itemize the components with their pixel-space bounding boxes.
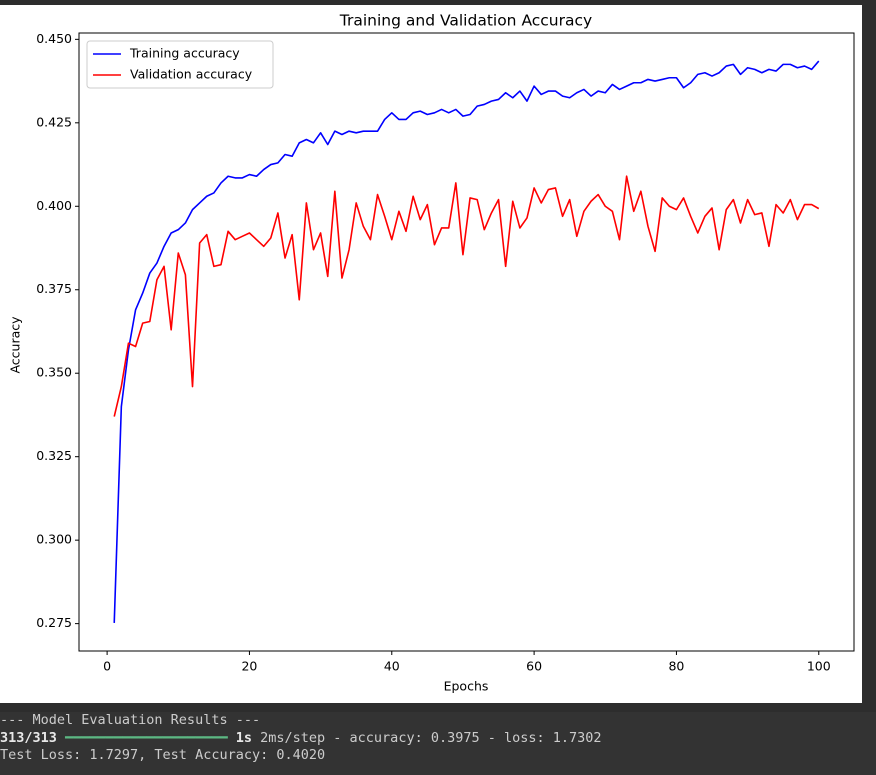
y-tick-label: 0.425 — [36, 114, 72, 129]
y-tick-label: 0.375 — [36, 281, 72, 296]
x-tick-label: 60 — [526, 659, 542, 674]
console-metrics: 2ms/step - accuracy: 0.3975 - loss: 1.73… — [252, 729, 602, 746]
console-output: --- Model Evaluation Results --- 313/313… — [0, 712, 876, 775]
legend-label: Training accuracy — [129, 46, 240, 61]
y-tick-label: 0.400 — [36, 198, 72, 213]
line-series — [113, 175, 820, 417]
line-series — [113, 60, 820, 623]
figure-background — [0, 5, 862, 703]
y-tick-label: 0.450 — [36, 31, 72, 46]
plot-frame — [78, 32, 855, 652]
x-tick-label: 20 — [241, 659, 257, 674]
figure: Training and Validation Accuracy Epochs … — [0, 5, 862, 703]
y-tick-label: 0.300 — [36, 532, 72, 547]
legend-box — [86, 40, 274, 89]
x-axis-label: Epochs — [444, 679, 489, 694]
legend-label: Validation accuracy — [130, 67, 253, 82]
legend: Training accuracy Validation accuracy — [86, 40, 274, 89]
console-time: 1s — [235, 729, 253, 746]
console-steps: 313/313 — [0, 729, 57, 746]
console-header: --- Model Evaluation Results --- — [0, 712, 261, 728]
y-tick-label: 0.275 — [36, 615, 72, 630]
y-tick-label: 0.325 — [36, 448, 72, 463]
console-result: Test Loss: 1.7297, Test Accuracy: 0.4020 — [0, 747, 326, 763]
y-axis-label: Accuracy — [8, 316, 23, 374]
x-tick-label: 100 — [807, 659, 831, 674]
console-progress-bar: ━━━━━━━━━━━━━━━━━━━━ — [65, 729, 228, 746]
x-tick-label: 40 — [384, 659, 400, 674]
chart-title: Training and Validation Accuracy — [339, 12, 592, 30]
y-tick-label: 0.350 — [36, 365, 72, 380]
x-tick-label: 80 — [668, 659, 684, 674]
x-tick-label: 0 — [103, 659, 111, 674]
